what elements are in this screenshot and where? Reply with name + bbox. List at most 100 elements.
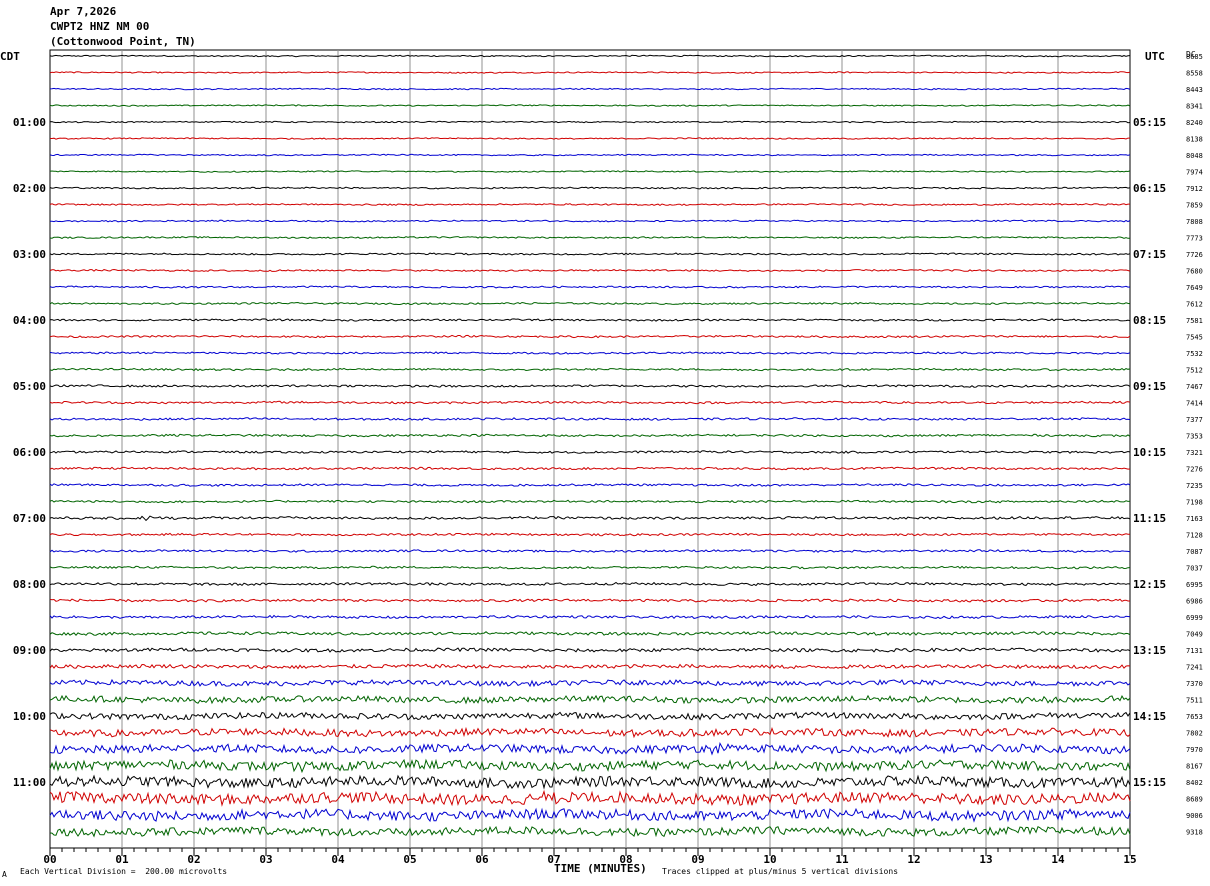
seismic-trace xyxy=(49,285,1131,289)
seismic-trace xyxy=(49,711,1131,721)
dc-offset-label: 7680 xyxy=(1186,268,1203,276)
seismic-trace xyxy=(49,694,1131,705)
utc-time-label: 10:15 xyxy=(1133,446,1166,459)
x-axis-title: TIME (MINUTES) xyxy=(554,862,647,875)
x-tick-label: 04 xyxy=(331,853,345,866)
seismic-trace xyxy=(49,807,1131,823)
cdt-axis-label: CDT xyxy=(0,50,20,63)
dc-offset-label: 7581 xyxy=(1186,317,1203,325)
dc-offset-label: 7467 xyxy=(1186,383,1203,391)
dc-offset-label: 8138 xyxy=(1186,136,1203,144)
x-tick-label: 05 xyxy=(403,853,416,866)
dc-offset-label: 8443 xyxy=(1186,86,1203,94)
cdt-time-label: 10:00 xyxy=(13,710,46,723)
dc-offset-label: 7612 xyxy=(1186,301,1203,309)
seismic-trace xyxy=(50,137,1130,140)
seismic-trace xyxy=(49,351,1131,355)
dc-offset-label: 7131 xyxy=(1186,647,1203,655)
x-tick-label: 11 xyxy=(835,853,849,866)
seismic-trace xyxy=(49,758,1131,774)
seismic-trace xyxy=(49,499,1131,504)
dc-offset-label: 7912 xyxy=(1186,185,1203,193)
x-tick-label: 06 xyxy=(475,853,489,866)
seismic-trace xyxy=(49,203,1130,207)
seismic-trace xyxy=(49,384,1131,388)
x-tick-label: 13 xyxy=(979,853,992,866)
x-tick-label: 15 xyxy=(1123,853,1136,866)
seismic-trace xyxy=(49,647,1131,653)
x-tick-label: 14 xyxy=(1051,853,1065,866)
utc-axis-label: UTC xyxy=(1145,50,1165,63)
seismic-trace xyxy=(49,219,1131,223)
vertical-scale-note: Each Vertical Division = 200.00 microvol… xyxy=(20,867,228,876)
dc-offset-label: 7128 xyxy=(1186,532,1203,540)
seismic-trace xyxy=(49,236,1131,239)
seismic-trace xyxy=(49,301,1131,306)
seismic-trace xyxy=(49,741,1131,756)
station-location: (Cottonwood Point, TN) xyxy=(50,35,196,48)
seismic-trace xyxy=(49,774,1131,790)
seismic-trace xyxy=(49,450,1131,454)
utc-time-label: 13:15 xyxy=(1133,644,1166,657)
cdt-time-label: 01:00 xyxy=(13,116,46,129)
dc-offset-label: 7276 xyxy=(1186,466,1203,474)
seismic-trace xyxy=(49,825,1131,838)
x-tick-label: 09 xyxy=(691,853,704,866)
corner-mark: A xyxy=(2,870,7,879)
x-tick-label: 01 xyxy=(115,853,129,866)
seismic-trace xyxy=(49,104,1131,107)
x-tick-label: 02 xyxy=(187,853,200,866)
dc-offset-label: 7512 xyxy=(1186,367,1203,375)
dc-offset-label: 8167 xyxy=(1186,763,1203,771)
seismic-trace xyxy=(49,120,1131,124)
cdt-time-label: 02:00 xyxy=(13,182,46,195)
seismic-trace xyxy=(49,789,1131,807)
cdt-time-label: 06:00 xyxy=(13,446,46,459)
dc-offset-label: 7545 xyxy=(1186,334,1203,342)
seismic-trace xyxy=(49,598,1130,603)
x-tick-label: 10 xyxy=(763,853,776,866)
seismic-trace xyxy=(49,483,1131,487)
dc-offset-label: 7532 xyxy=(1186,350,1203,358)
seismic-trace xyxy=(49,400,1131,405)
dc-offset-label: 7198 xyxy=(1186,499,1203,507)
dc-offset-label: 7726 xyxy=(1186,251,1203,259)
seismic-trace xyxy=(49,565,1131,570)
utc-time-label: 15:15 xyxy=(1133,776,1166,789)
seismic-trace xyxy=(49,466,1131,471)
utc-time-label: 09:15 xyxy=(1133,380,1166,393)
cdt-time-label: 09:00 xyxy=(13,644,46,657)
seismic-trace xyxy=(49,87,1131,91)
x-tick-label: 00 xyxy=(43,853,56,866)
dc-offset-label: 8558 xyxy=(1186,70,1203,78)
dc-offset-label: 7653 xyxy=(1186,713,1203,721)
seismic-trace xyxy=(49,54,1131,58)
dc-offset-label: 8685 xyxy=(1186,53,1203,61)
dc-offset-label: 7773 xyxy=(1186,235,1203,243)
dc-offset-label: 7321 xyxy=(1186,449,1203,457)
dc-column-label: DC xyxy=(1186,50,1196,59)
seismic-trace xyxy=(49,186,1131,190)
dc-offset-label: 7414 xyxy=(1186,400,1203,408)
cdt-time-label: 03:00 xyxy=(13,248,46,261)
x-tick-label: 08 xyxy=(619,853,632,866)
station-code: CWPT2 HNZ NM 00 xyxy=(50,20,150,33)
seismic-trace xyxy=(49,268,1131,273)
dc-offset-label: 9006 xyxy=(1186,812,1203,820)
plot-date: Apr 7,2026 xyxy=(50,5,117,18)
seismic-trace xyxy=(49,532,1130,537)
utc-time-label: 05:15 xyxy=(1133,116,1166,129)
seismic-trace xyxy=(49,252,1131,256)
dc-offset-label: 6986 xyxy=(1186,598,1203,606)
dc-offset-label: 7049 xyxy=(1186,631,1203,639)
utc-time-label: 06:15 xyxy=(1133,182,1166,195)
seismic-trace xyxy=(49,549,1131,553)
utc-time-label: 07:15 xyxy=(1133,248,1166,261)
dc-offset-label: 9318 xyxy=(1186,829,1203,837)
cdt-time-label: 04:00 xyxy=(13,314,46,327)
dc-offset-label: 7235 xyxy=(1186,482,1203,490)
dc-offset-label: 7037 xyxy=(1186,565,1203,573)
dc-offset-label: 6995 xyxy=(1186,581,1203,589)
dc-offset-label: 7087 xyxy=(1186,548,1203,556)
dc-offset-label: 7241 xyxy=(1186,664,1203,672)
